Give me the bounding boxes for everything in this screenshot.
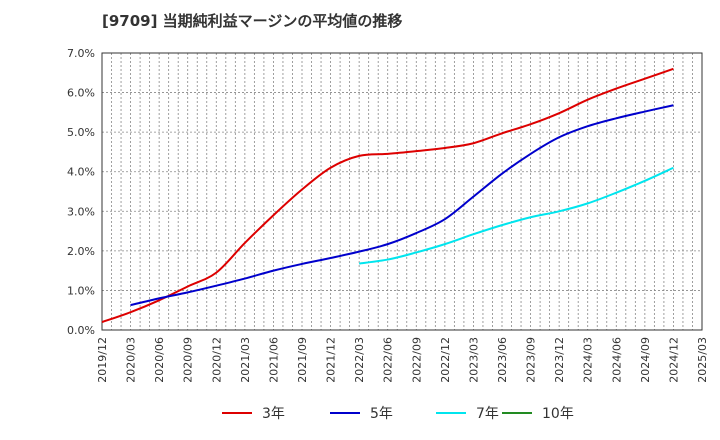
y-tick-label: 7.0% (67, 47, 95, 60)
x-tick-label: 2023/06 (496, 337, 509, 383)
x-tick-label: 2021/06 (267, 337, 280, 383)
legend-label: 3年 (262, 406, 285, 422)
y-tick-label: 4.0% (67, 166, 95, 179)
legend-label: 10年 (542, 406, 574, 422)
x-tick-label: 2020/03 (125, 337, 138, 383)
x-tick-label: 2024/12 (667, 337, 680, 383)
x-tick-label: 2020/06 (153, 337, 166, 383)
x-tick-label: 2024/06 (610, 337, 623, 383)
y-tick-label: 1.0% (67, 284, 95, 297)
y-axis: 0.0% 1.0% 2.0% 3.0% 4.0% 5.0% 6.0% 7.0% (67, 47, 95, 337)
x-tick-label: 2023/03 (467, 337, 480, 383)
x-tick-label: 2023/09 (525, 337, 538, 383)
x-tick-label: 2021/09 (296, 337, 309, 383)
x-axis: 2019/12 2020/03 2020/06 2020/09 2020/12 2021/… (96, 337, 709, 383)
y-tick-label: 2.0% (67, 245, 95, 258)
plot-area (102, 53, 702, 330)
x-tick-label: 2022/09 (410, 337, 423, 383)
chart-title: [9709] 当期純利益マージンの平均値の推移 (102, 12, 403, 30)
x-tick-label: 2022/12 (439, 337, 452, 383)
x-tick-label: 2020/09 (182, 337, 195, 383)
y-tick-label: 6.0% (67, 87, 95, 100)
series-line-3 (359, 166, 674, 265)
x-tick-label: 2024/03 (582, 337, 595, 383)
grid-lines (102, 53, 702, 330)
series-line-2 (130, 104, 674, 307)
legend: 3年 5年 7年 10年 (222, 406, 574, 422)
legend-label: 5年 (370, 406, 393, 422)
x-tick-label: 2022/06 (382, 337, 395, 383)
series-line-1 (101, 67, 674, 324)
y-tick-label: 3.0% (67, 205, 95, 218)
x-tick-label: 2020/12 (210, 337, 223, 383)
y-tick-label: 5.0% (67, 126, 95, 139)
x-tick-label: 2021/03 (239, 337, 252, 383)
x-tick-label: 2024/09 (639, 337, 652, 383)
plot-border (101, 52, 703, 331)
x-tick-label: 2019/12 (96, 337, 109, 383)
x-tick-label: 2022/03 (353, 337, 366, 383)
series-lines (101, 67, 674, 324)
y-tick-label: 0.0% (67, 324, 95, 337)
x-tick-label: 2021/12 (325, 337, 338, 383)
x-tick-label: 2023/12 (553, 337, 566, 383)
legend-label: 7年 (476, 406, 499, 422)
x-tick-label: 2025/03 (696, 337, 709, 383)
